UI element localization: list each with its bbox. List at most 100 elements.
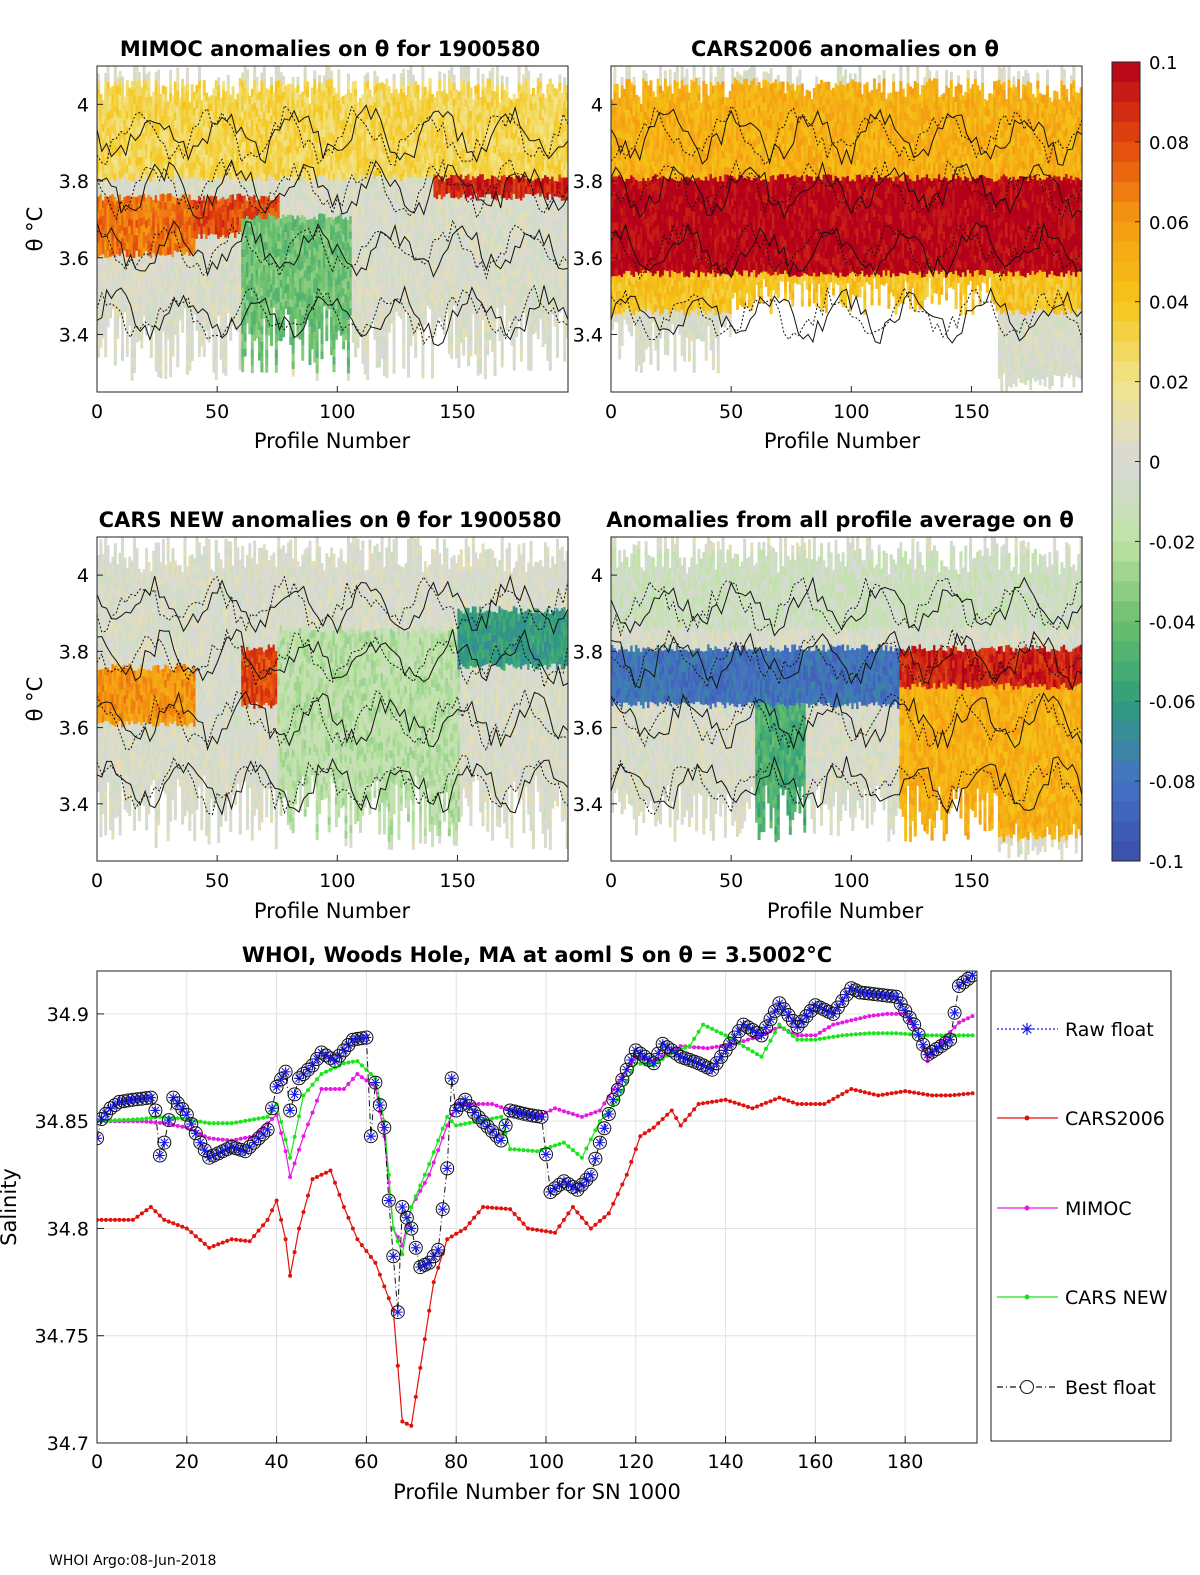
- heatmap-cell: [322, 251, 326, 261]
- heatmap-cell: [183, 215, 187, 224]
- heatmap-cell: [440, 198, 444, 207]
- heatmap-cell: [137, 171, 141, 181]
- heatmap-cell: [116, 269, 120, 278]
- heatmap-cell: [411, 105, 415, 114]
- heatmap-cell: [243, 79, 247, 89]
- heatmap-cell: [207, 142, 211, 151]
- heatmap-cell: [260, 272, 264, 281]
- heatmap-cell: [128, 264, 132, 273]
- heatmap-cell: [224, 198, 228, 208]
- heatmap-cell: [406, 108, 410, 117]
- heatmap-cell: [154, 102, 158, 111]
- heatmap-cell: [423, 125, 427, 134]
- heatmap-cell: [253, 194, 257, 203]
- heatmap-cell: [188, 178, 192, 187]
- heatmap-cell: [101, 100, 105, 109]
- heatmap-cell: [438, 109, 442, 119]
- heatmap-cell: [248, 287, 252, 296]
- heatmap-cell: [414, 349, 418, 358]
- heatmap-cell: [411, 128, 415, 137]
- heatmap-cell: [202, 141, 206, 150]
- heatmap-cell: [320, 304, 324, 314]
- heatmap-cell: [202, 164, 206, 173]
- heatmap-cell: [205, 230, 209, 240]
- heatmap-cell: [157, 123, 161, 132]
- heatmap-cell: [361, 186, 365, 196]
- heatmap-cell: [289, 91, 293, 100]
- heatmap-cell: [229, 110, 233, 119]
- heatmap-cell: [404, 118, 408, 127]
- heatmap-cell: [330, 201, 334, 210]
- heatmap-cell: [409, 268, 413, 278]
- heatmap-cell: [399, 303, 403, 312]
- heatmap-cell: [197, 179, 201, 189]
- heatmap-cell: [250, 326, 254, 335]
- heatmap-cell: [306, 104, 310, 113]
- heatmap-cell: [214, 249, 218, 258]
- heatmap-cell: [154, 301, 158, 311]
- heatmap-cell: [387, 94, 391, 103]
- heatmap-cell: [438, 255, 442, 264]
- heatmap-cell: [394, 249, 398, 259]
- heatmap-cell: [435, 91, 439, 100]
- heatmap-cell: [303, 239, 307, 248]
- heatmap-cell: [181, 217, 185, 226]
- heatmap-cell: [306, 234, 310, 243]
- heatmap-cell: [145, 204, 149, 213]
- heatmap-cell: [387, 285, 391, 295]
- heatmap-cell: [394, 242, 398, 251]
- heatmap-cell: [286, 145, 290, 154]
- heatmap-cell: [443, 165, 447, 174]
- heatmap-cell: [147, 301, 151, 310]
- heatmap-cell: [394, 219, 398, 228]
- heatmap-cell: [399, 203, 403, 212]
- heatmap-cell: [443, 303, 447, 312]
- heatmap-cell: [346, 134, 350, 144]
- heatmap-cell: [282, 214, 286, 223]
- heatmap-cell: [111, 93, 115, 103]
- heatmap-cell: [277, 186, 281, 196]
- heatmap-cell: [325, 279, 329, 288]
- heatmap-cell: [205, 161, 209, 171]
- heatmap-cell: [97, 103, 100, 113]
- heatmap-cell: [411, 151, 415, 160]
- heatmap-cell: [392, 196, 396, 205]
- heatmap-cell: [358, 144, 362, 153]
- heatmap-cell: [433, 242, 437, 252]
- heatmap-cell: [426, 220, 430, 230]
- heatmap-cell: [368, 281, 372, 290]
- heatmap-cell: [118, 94, 122, 103]
- heatmap-cell: [390, 139, 394, 148]
- heatmap-cell: [306, 257, 310, 266]
- heatmap-cell: [265, 310, 269, 320]
- heatmap-cell: [409, 107, 413, 117]
- heatmap-cell: [313, 262, 317, 271]
- heatmap-cell: [159, 101, 163, 110]
- heatmap-cell: [231, 124, 235, 134]
- heatmap-cell: [322, 175, 326, 184]
- heatmap-cell: [221, 226, 225, 236]
- heatmap-cell: [306, 188, 310, 197]
- heatmap-cell: [320, 297, 324, 306]
- heatmap-cell: [310, 149, 314, 158]
- heatmap-cell: [255, 99, 259, 109]
- heatmap-cell: [219, 205, 223, 214]
- heatmap-cell: [443, 272, 447, 282]
- heatmap-cell: [106, 219, 110, 228]
- heatmap-cell: [399, 287, 403, 297]
- heatmap-cell: [181, 86, 185, 95]
- heatmap-cell: [385, 224, 389, 233]
- heatmap-cell: [243, 187, 247, 196]
- heatmap-cell: [296, 184, 300, 193]
- heatmap-cell: [421, 370, 425, 379]
- heatmap-cell: [236, 239, 240, 248]
- heatmap-cell: [325, 217, 329, 227]
- heatmap-cell: [166, 223, 170, 232]
- heatmap-cell: [181, 186, 185, 195]
- heatmap-cell: [286, 206, 290, 215]
- heatmap-cell: [387, 132, 391, 141]
- heatmap-cell: [104, 172, 108, 181]
- heatmap-cell: [402, 283, 406, 292]
- heatmap-cell: [135, 66, 139, 75]
- heatmap-cell: [438, 240, 442, 249]
